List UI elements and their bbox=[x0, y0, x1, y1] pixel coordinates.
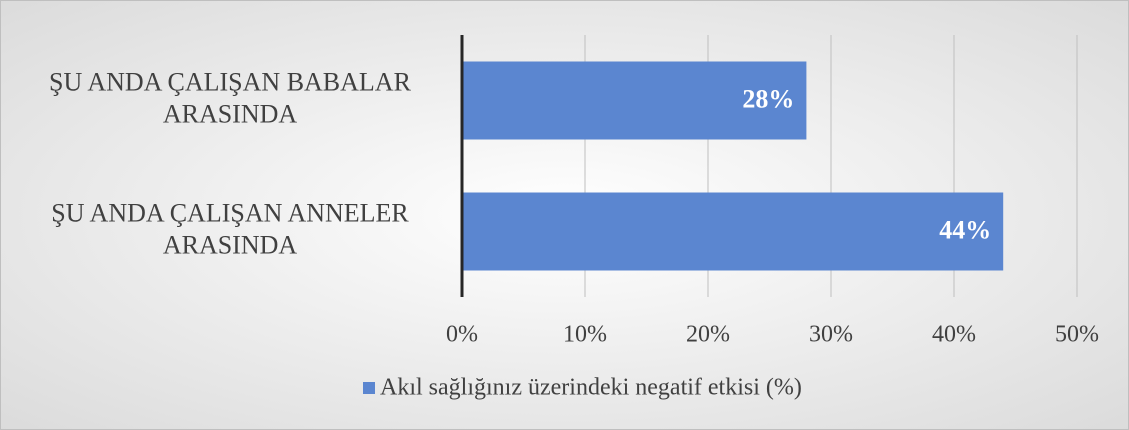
x-tick-label: 20% bbox=[686, 322, 730, 348]
bar bbox=[462, 192, 1004, 271]
bar bbox=[462, 61, 807, 140]
legend-label: Akıl sağlığınız üzerindeki negatif etkis… bbox=[380, 375, 802, 401]
y-tick-label: ŞU ANDA ÇALIŞAN ANNELER ARASINDA bbox=[51, 198, 409, 259]
legend-swatch bbox=[363, 382, 375, 394]
x-tick-label: 0% bbox=[446, 322, 478, 348]
data-label: 28% bbox=[742, 84, 794, 113]
y-tick-label: ŞU ANDA ÇALIŞAN BABALAR ARASINDA bbox=[49, 67, 412, 128]
x-tick-label: 30% bbox=[809, 322, 853, 348]
x-tick-label: 10% bbox=[563, 322, 607, 348]
x-tick-label: 40% bbox=[932, 322, 976, 348]
data-label: 44% bbox=[939, 215, 991, 244]
x-tick-label: 50% bbox=[1055, 322, 1099, 348]
